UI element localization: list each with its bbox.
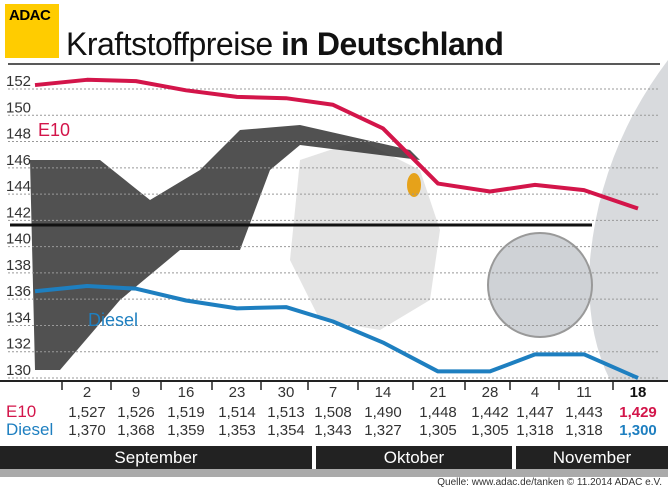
fuel-drop-icon bbox=[407, 173, 421, 197]
diesel-value: 1,305 bbox=[471, 422, 509, 439]
diesel-value: 1,318 bbox=[565, 422, 603, 439]
e10-row: E10 1,527 1,526 1,519 1,514 1,513 1,508 1,490 1,… bbox=[0, 402, 668, 422]
diesel-value: 1,353 bbox=[218, 422, 256, 439]
y-tick-label: 136 bbox=[6, 283, 31, 300]
date-label: 4 bbox=[530, 384, 540, 401]
e10-value: 1,429 bbox=[619, 404, 657, 421]
e10-value: 1,527 bbox=[68, 404, 106, 421]
month-november: November bbox=[516, 446, 668, 469]
e10-series-label: E10 bbox=[38, 120, 70, 140]
date-label: 18 bbox=[629, 384, 647, 401]
e10-value: 1,508 bbox=[314, 404, 352, 421]
e10-row-label: E10 bbox=[6, 402, 37, 421]
y-tick-label: 146 bbox=[6, 152, 31, 169]
fuel-nozzle-graphic bbox=[30, 125, 420, 370]
diesel-value: 1,300 bbox=[619, 422, 657, 439]
diesel-value: 1,368 bbox=[117, 422, 155, 439]
diesel-row: Diesel 1,370 1,368 1,359 1,353 1,354 1,343 1,32… bbox=[0, 420, 668, 440]
date-label: 14 bbox=[374, 384, 392, 401]
date-label: 2 bbox=[82, 384, 92, 401]
e10-value: 1,448 bbox=[419, 404, 457, 421]
diesel-value: 1,305 bbox=[419, 422, 457, 439]
month-oktober: Oktober bbox=[316, 446, 512, 469]
diesel-value: 1,370 bbox=[68, 422, 106, 439]
diesel-value: 1,354 bbox=[267, 422, 305, 439]
date-row: 2 9 16 23 30 7 14 21 28 4 11 18 bbox=[0, 384, 668, 402]
diesel-value: 1,318 bbox=[516, 422, 554, 439]
fuel-cap-graphic bbox=[487, 232, 593, 338]
e10-value: 1,513 bbox=[267, 404, 305, 421]
y-tick-label: 148 bbox=[6, 126, 31, 143]
y-tick-label: 138 bbox=[6, 257, 31, 274]
date-label: 28 bbox=[481, 384, 499, 401]
chart-title: Kraftstoffpreise in Deutschland bbox=[66, 26, 504, 62]
y-tick-label: 142 bbox=[6, 204, 31, 221]
date-label: 21 bbox=[429, 384, 447, 401]
e10-value: 1,490 bbox=[364, 404, 402, 421]
y-tick-label: 132 bbox=[6, 336, 31, 353]
y-tick-label: 134 bbox=[6, 309, 31, 326]
adac-logo: ADAC bbox=[5, 4, 59, 58]
diesel-value: 1,327 bbox=[364, 422, 402, 439]
diesel-series-label: Diesel bbox=[88, 310, 138, 330]
date-label: 11 bbox=[576, 384, 592, 401]
source-note: Quelle: www.adac.de/tanken © 11.2014 ADA… bbox=[437, 477, 662, 488]
gray-bar bbox=[0, 469, 668, 477]
month-september: September bbox=[0, 446, 312, 469]
date-label: 9 bbox=[131, 384, 141, 401]
y-tick-label: 150 bbox=[6, 99, 31, 116]
germany-map-silhouette bbox=[290, 140, 440, 330]
y-tick-label: 140 bbox=[6, 231, 31, 248]
e10-value: 1,526 bbox=[117, 404, 155, 421]
e10-value: 1,442 bbox=[471, 404, 509, 421]
diesel-value: 1,343 bbox=[314, 422, 352, 439]
date-label: 23 bbox=[228, 384, 246, 401]
e10-value: 1,514 bbox=[218, 404, 256, 421]
date-label: 7 bbox=[328, 384, 338, 401]
date-label: 16 bbox=[177, 384, 195, 401]
e10-value: 1,519 bbox=[167, 404, 205, 421]
e10-value: 1,443 bbox=[565, 404, 603, 421]
y-tick-label: 144 bbox=[6, 178, 31, 195]
diesel-value: 1,359 bbox=[167, 422, 205, 439]
e10-value: 1,447 bbox=[516, 404, 554, 421]
y-tick-label: 130 bbox=[6, 362, 31, 379]
date-label: 30 bbox=[277, 384, 295, 401]
diesel-row-label: Diesel bbox=[6, 420, 54, 439]
y-tick-label: 152 bbox=[6, 73, 31, 90]
